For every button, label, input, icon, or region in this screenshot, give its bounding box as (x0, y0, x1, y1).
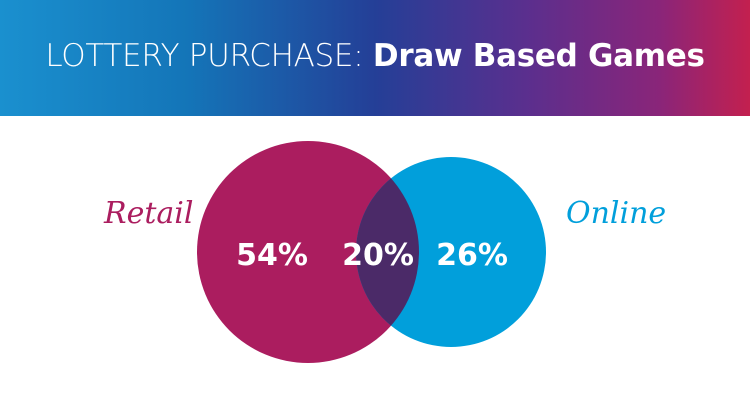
overlap-value: 20% (342, 238, 414, 273)
title-prefix: LOTTERY PURCHASE: (45, 38, 373, 74)
retail-label: Retail (104, 196, 194, 231)
title-banner: LOTTERY PURCHASE: Draw Based Games (0, 0, 750, 116)
retail-circle (197, 141, 419, 363)
title-emphasis: Draw Based Games (372, 38, 705, 74)
online-value: 26% (436, 238, 508, 273)
retail-value: 54% (236, 238, 308, 273)
online-label: Online (566, 196, 667, 231)
page-title: LOTTERY PURCHASE: Draw Based Games (0, 38, 750, 74)
overlap-region (356, 157, 419, 347)
